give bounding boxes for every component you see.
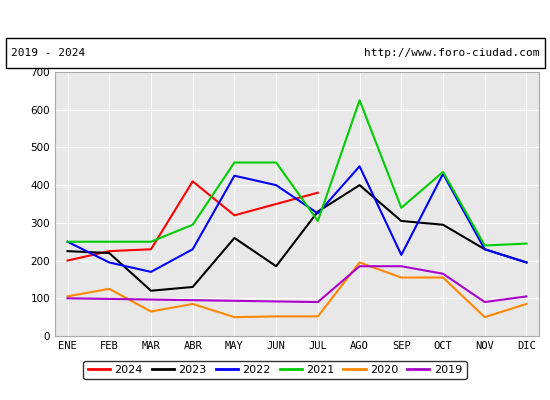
- Text: Evolucion Nº Turistas Nacionales en el municipio de Lomoviejo: Evolucion Nº Turistas Nacionales en el m…: [8, 12, 542, 26]
- Legend: 2024, 2023, 2022, 2021, 2020, 2019: 2024, 2023, 2022, 2021, 2020, 2019: [84, 360, 466, 380]
- Text: 2019 - 2024: 2019 - 2024: [11, 48, 85, 58]
- Text: http://www.foro-ciudad.com: http://www.foro-ciudad.com: [364, 48, 539, 58]
